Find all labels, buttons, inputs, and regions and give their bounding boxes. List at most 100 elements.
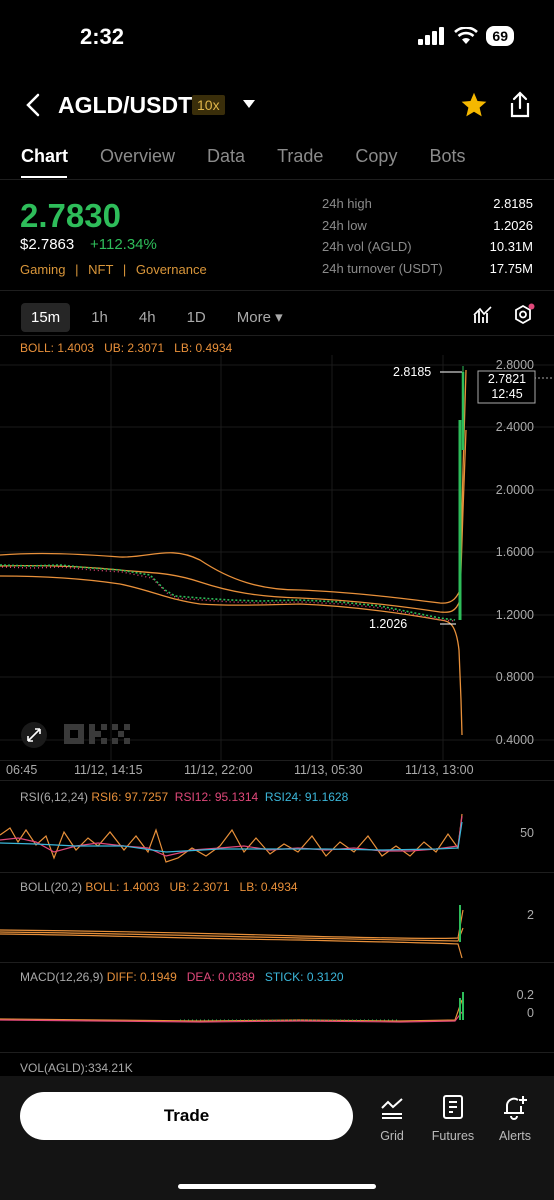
usd-price: $2.7863: [20, 236, 75, 253]
stat-label: 24h vol (AGLD): [322, 239, 412, 254]
battery-indicator: 69: [486, 26, 514, 46]
divider: [0, 290, 554, 291]
y-axis-label: 0.8000: [495, 670, 534, 684]
macd-chart: [0, 992, 464, 1023]
x-axis-label: 11/13, 13:00: [405, 763, 474, 777]
current-price-tag: 2.7821: [487, 372, 527, 386]
divider: [0, 1052, 554, 1053]
ub-value: UB: 2.3071: [104, 341, 165, 355]
timeframe-4h[interactable]: 4h: [138, 308, 156, 326]
low-marker: 1.2026: [369, 617, 408, 631]
grid-button[interactable]: Grid: [362, 1094, 422, 1143]
rsi-axis-label: 50: [520, 826, 534, 840]
last-price: 2.7830: [20, 197, 121, 234]
timeframe-15m[interactable]: 15m: [21, 302, 71, 332]
boll-axis-label: 2: [527, 908, 534, 922]
status-icons: 69: [418, 26, 514, 46]
tag-nft[interactable]: NFT: [88, 262, 114, 277]
boll-panel-title: BOLL(20,2): [20, 880, 83, 894]
timeframe-bar: 15m 1h 4h 1D More ▾: [21, 302, 304, 332]
fullscreen-icon[interactable]: [20, 721, 48, 749]
wifi-icon: [454, 27, 479, 44]
alerts-label: Alerts: [499, 1129, 531, 1143]
stat-label: 24h low: [322, 217, 367, 233]
boll-panel-value: BOLL: 1.4003: [85, 880, 160, 894]
stat-label: 24h turnover (USDT): [322, 260, 443, 276]
caret-down-icon[interactable]: [242, 99, 256, 109]
settings-icon[interactable]: [510, 302, 536, 328]
tags: Gaming | NFT | Governance: [20, 262, 207, 277]
macd-title: MACD(12,26,9): [20, 970, 104, 984]
okx-watermark: [64, 724, 130, 744]
leverage-badge: 10x: [192, 95, 225, 115]
x-axis-label: 11/12, 14:15: [74, 763, 143, 777]
stats-values: 2.8185 1.2026 10.31M 17.75M: [490, 196, 533, 282]
boll-legend: BOLL(20,2) BOLL: 1.4003 UB: 2.3071 LB: 0…: [20, 880, 298, 894]
lb-value: LB: 0.4934: [174, 341, 233, 355]
boll-panel-lb: LB: 0.4934: [239, 880, 298, 894]
divider: [0, 872, 554, 873]
tab-copy[interactable]: Copy: [355, 146, 398, 166]
main-boll-legend: BOLL: 1.4003 UB: 2.3071 LB: 0.4934: [20, 341, 232, 355]
boll-value: BOLL: 1.4003: [20, 341, 95, 355]
trade-button[interactable]: Trade: [20, 1092, 353, 1140]
price-change: +112.34%: [90, 236, 157, 253]
divider: [0, 780, 554, 781]
back-icon[interactable]: [24, 93, 42, 117]
high-marker: 2.8185: [393, 365, 432, 379]
macd-stick: STICK: 0.3120: [264, 970, 344, 984]
divider: [0, 962, 554, 963]
timeframe-1h[interactable]: 1h: [91, 308, 108, 326]
tab-data[interactable]: Data: [207, 146, 246, 166]
alerts-button[interactable]: Alerts: [485, 1094, 545, 1143]
rsi12-value: RSI12: 95.1314: [174, 790, 259, 804]
stat-label: 24h high: [322, 196, 372, 211]
y-axis-label: 1.6000: [495, 545, 534, 559]
indicator-icon[interactable]: [473, 305, 493, 325]
tab-overview[interactable]: Overview: [100, 146, 176, 166]
x-axis-label: 06:45: [6, 763, 38, 777]
divider: [0, 179, 554, 180]
tag-governance[interactable]: Governance: [135, 262, 207, 277]
countdown: 12:45: [491, 387, 523, 401]
status-time: 2:32: [80, 24, 125, 49]
grid-icon: [381, 1098, 403, 1119]
x-axis-label: 11/12, 22:00: [184, 763, 253, 777]
futures-button[interactable]: Futures: [423, 1094, 483, 1143]
main-chart[interactable]: [0, 355, 554, 760]
signal-icon: [418, 27, 445, 45]
vol-legend: VOL(AGLD):334.21K: [20, 1061, 133, 1075]
tag-gaming[interactable]: Gaming: [20, 262, 66, 277]
boll-chart: [0, 905, 464, 959]
share-icon[interactable]: [508, 91, 532, 119]
stat-value: 17.75M: [489, 260, 533, 276]
tab-trade[interactable]: Trade: [277, 146, 324, 166]
timeframe-more[interactable]: More ▾: [236, 309, 283, 326]
stat-value: 10.31M: [489, 239, 533, 254]
timeframe-1d[interactable]: 1D: [186, 308, 206, 326]
pair-title[interactable]: AGLD/USDT: [58, 92, 193, 118]
star-icon[interactable]: [459, 91, 489, 119]
tab-bar: Chart Overview Data Trade Copy Bots: [21, 146, 497, 167]
more-label: More: [236, 309, 271, 326]
tab-underline: [21, 176, 67, 178]
macd-axis-top: 0.2: [516, 988, 534, 1002]
bell-plus-icon: [504, 1096, 527, 1120]
y-axis-label: 2.4000: [495, 420, 534, 434]
y-axis-label: 2.8000: [495, 358, 534, 372]
tab-bots[interactable]: Bots: [429, 146, 466, 166]
stat-value: 2.8185: [493, 196, 533, 211]
rsi-title: RSI(6,12,24): [20, 790, 89, 804]
rsi6-value: RSI6: 97.7257: [91, 790, 169, 804]
macd-axis-zero: 0: [527, 1006, 534, 1020]
macd-legend: MACD(12,26,9) DIFF: 0.1949 DEA: 0.0389 S…: [20, 970, 344, 984]
boll-panel-ub: UB: 2.3071: [169, 880, 230, 894]
rsi-chart: [0, 813, 463, 863]
tab-chart[interactable]: Chart: [21, 146, 69, 166]
y-axis-label: 1.2000: [495, 608, 534, 622]
divider: [0, 760, 554, 761]
home-indicator: [178, 1184, 376, 1189]
futures-label: Futures: [431, 1129, 475, 1143]
rsi24-value: RSI24: 91.1628: [264, 790, 349, 804]
x-axis-label: 11/13, 05:30: [294, 763, 363, 777]
